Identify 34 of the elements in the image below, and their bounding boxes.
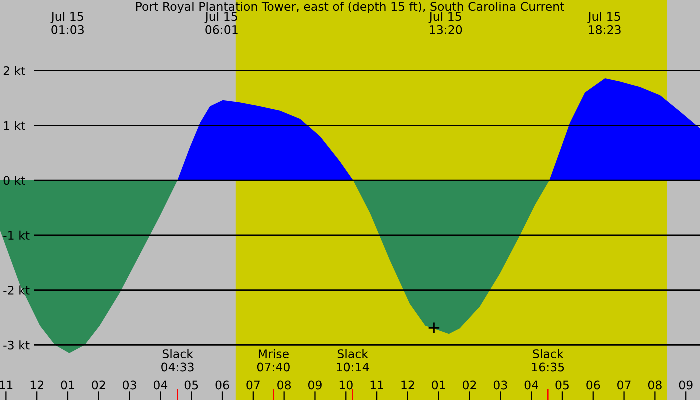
x-tick-label: 11 [370, 380, 384, 390]
y-tick-label: -3 kt [4, 340, 30, 350]
x-tick-label: 07 [246, 380, 260, 390]
x-tick-label: 09 [679, 380, 693, 390]
x-tick-label: 05 [556, 380, 569, 390]
x-tick-label: 08 [648, 380, 662, 390]
annotation: Jul 15 18:23 [588, 12, 621, 34]
x-tick-label: 03 [123, 380, 136, 390]
x-tick-label: 01 [432, 380, 446, 390]
x-tick-label: 10 [340, 380, 353, 390]
x-tick-label: 02 [92, 380, 106, 390]
y-tick-label: -1 kt [4, 230, 30, 240]
x-tick-label: 04 [154, 380, 168, 390]
annotation: Slack 16:35 [532, 349, 564, 372]
x-tick-label: 11 [0, 380, 13, 390]
y-tick-label: 1 kt [4, 121, 26, 130]
x-tick-label: 12 [402, 380, 414, 390]
x-tick-label: 01 [61, 380, 74, 390]
x-tick-label: 09 [308, 380, 322, 390]
x-tick-label: 12 [30, 380, 44, 390]
annotation: Slack 10:14 [337, 349, 370, 372]
y-tick-label: 2 kt [4, 66, 26, 76]
x-tick-label: 05 [184, 380, 198, 390]
annotation: Jul 15 01:03 [50, 12, 84, 34]
x-tick-label: 07 [618, 380, 631, 390]
x-tick-label: 04 [524, 380, 538, 390]
annotation: Mrise 07:40 [257, 349, 290, 372]
x-tick-label: 02 [463, 380, 476, 390]
x-tick-label: 08 [278, 380, 292, 390]
x-tick-label: 06 [216, 380, 230, 390]
x-tick-label: 03 [494, 380, 508, 390]
annotation: Slack 04:33 [162, 349, 194, 372]
x-tick-label: 06 [586, 380, 600, 390]
annotation: Jul 15 13:20 [428, 12, 462, 34]
